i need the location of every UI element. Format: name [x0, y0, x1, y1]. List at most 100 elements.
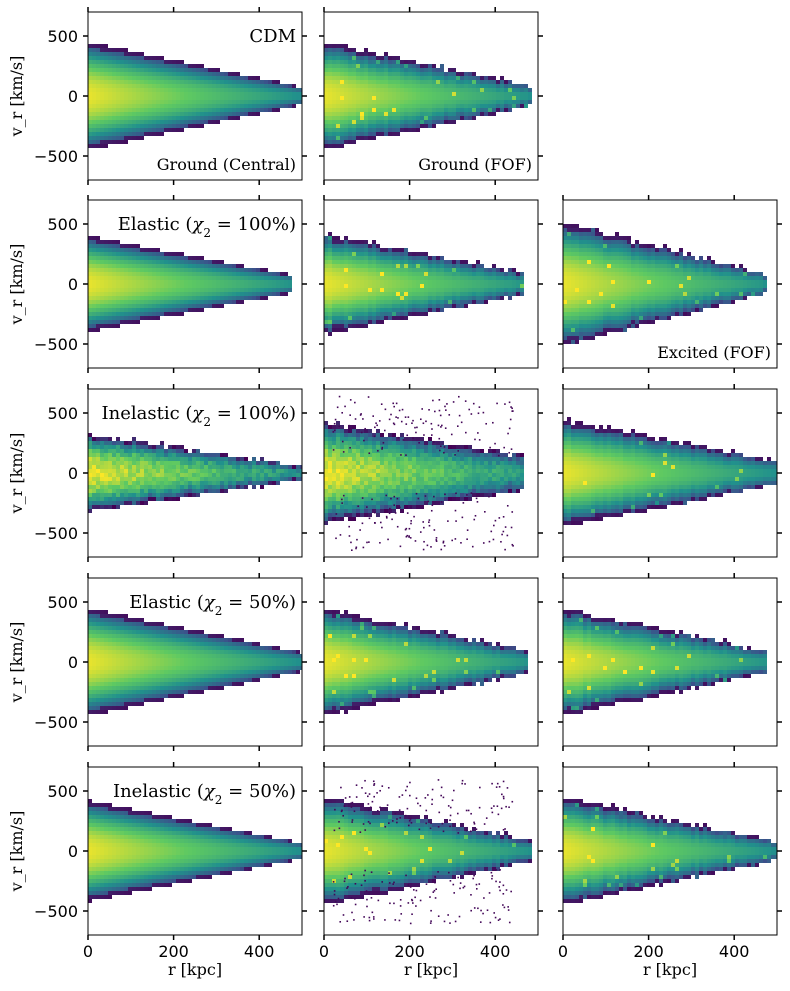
density-cell: [583, 264, 587, 268]
density-cell: [376, 76, 380, 80]
density-cell: [739, 276, 743, 280]
density-cell: [240, 84, 244, 88]
density-cell: [160, 132, 164, 136]
density-cell: [176, 300, 180, 304]
density-cell: [611, 264, 615, 268]
density-cell: [264, 268, 268, 272]
density-cell: [280, 473, 284, 477]
density-cell: [384, 132, 388, 136]
density-cell: [647, 284, 651, 288]
density-cell: [571, 260, 575, 264]
density-cell: [252, 108, 256, 112]
density-cell: [136, 296, 140, 300]
density-cell: [579, 332, 583, 336]
density-cell: [132, 501, 136, 505]
density-cell: [288, 88, 292, 92]
density-cell: [244, 280, 248, 284]
density-cell: [619, 300, 623, 304]
density-cell: [108, 88, 112, 92]
density-cell: [164, 469, 168, 473]
density-cell: [328, 501, 332, 505]
density-cell: [452, 120, 456, 124]
density-cell: [176, 485, 180, 489]
density-cell: [276, 473, 280, 477]
density-cell: [444, 112, 448, 116]
density-cell: [120, 469, 124, 473]
density-cell: [679, 280, 683, 284]
density-cell: [591, 284, 595, 288]
density-cell: [204, 116, 208, 120]
density-cell: [659, 248, 663, 252]
density-cell: [268, 88, 272, 92]
density-cell: [100, 124, 104, 128]
density-cell: [567, 260, 571, 264]
density-cell: [176, 449, 180, 453]
density-cell: [468, 100, 472, 104]
density-cell: [172, 296, 176, 300]
density-cell: [420, 96, 424, 100]
density-cell: [739, 264, 743, 268]
density-cell: [663, 252, 667, 256]
density-cell: [404, 316, 408, 320]
density-cell: [352, 260, 356, 264]
density-cell: [156, 284, 160, 288]
density-cell: [196, 469, 200, 473]
density-cell: [364, 64, 368, 68]
density-cell: [148, 56, 152, 60]
density-cell: [132, 441, 136, 445]
density-cell: [747, 272, 751, 276]
density-cell: [408, 100, 412, 104]
density-cell: [579, 312, 583, 316]
density-cell: [224, 300, 228, 304]
density-cell: [659, 292, 663, 296]
density-cell: [160, 260, 164, 264]
density-cell: [324, 272, 328, 276]
density-cell: [124, 316, 128, 320]
density-cell: [260, 481, 264, 485]
density-cell: [184, 100, 188, 104]
density-cell: [408, 272, 412, 276]
density-cell: [200, 308, 204, 312]
density-cell: [268, 288, 272, 292]
density-cell: [372, 264, 376, 268]
density-cell: [120, 92, 124, 96]
density-cell: [140, 316, 144, 320]
density-cell: [264, 84, 268, 88]
density-cell: [324, 52, 328, 56]
density-cell: [623, 328, 627, 332]
density-cell: [571, 252, 575, 256]
density-cell: [100, 473, 104, 477]
density-cell: [520, 88, 524, 92]
density-cell: [96, 120, 100, 124]
density-cell: [416, 80, 420, 84]
density-cell: [492, 272, 496, 276]
density-cell: [587, 240, 591, 244]
density-cell: [176, 453, 180, 457]
density-cell: [116, 497, 120, 501]
density-cell: [108, 132, 112, 136]
density-cell: [368, 72, 372, 76]
density-cell: [144, 308, 148, 312]
density-cell: [168, 264, 172, 268]
density-cell: [392, 284, 396, 288]
density-cell: [112, 96, 116, 100]
density-cell: [100, 465, 104, 469]
density-cell: [420, 312, 424, 316]
density-cell: [136, 469, 140, 473]
density-cell: [192, 256, 196, 260]
density-cell: [611, 288, 615, 292]
density-cell: [132, 312, 136, 316]
density-cell: [92, 473, 96, 477]
density-cell: [324, 128, 328, 132]
density-cell: [176, 128, 180, 132]
density-cell: [583, 256, 587, 260]
density-cell: [643, 308, 647, 312]
density-cell: [392, 128, 396, 132]
density-cell: [424, 284, 428, 288]
density-cell: [88, 144, 92, 148]
density-cell: [647, 304, 651, 308]
density-cell: [344, 469, 348, 473]
density-cell: [124, 284, 128, 288]
density-cell: [659, 288, 663, 292]
density-cell: [176, 445, 180, 449]
